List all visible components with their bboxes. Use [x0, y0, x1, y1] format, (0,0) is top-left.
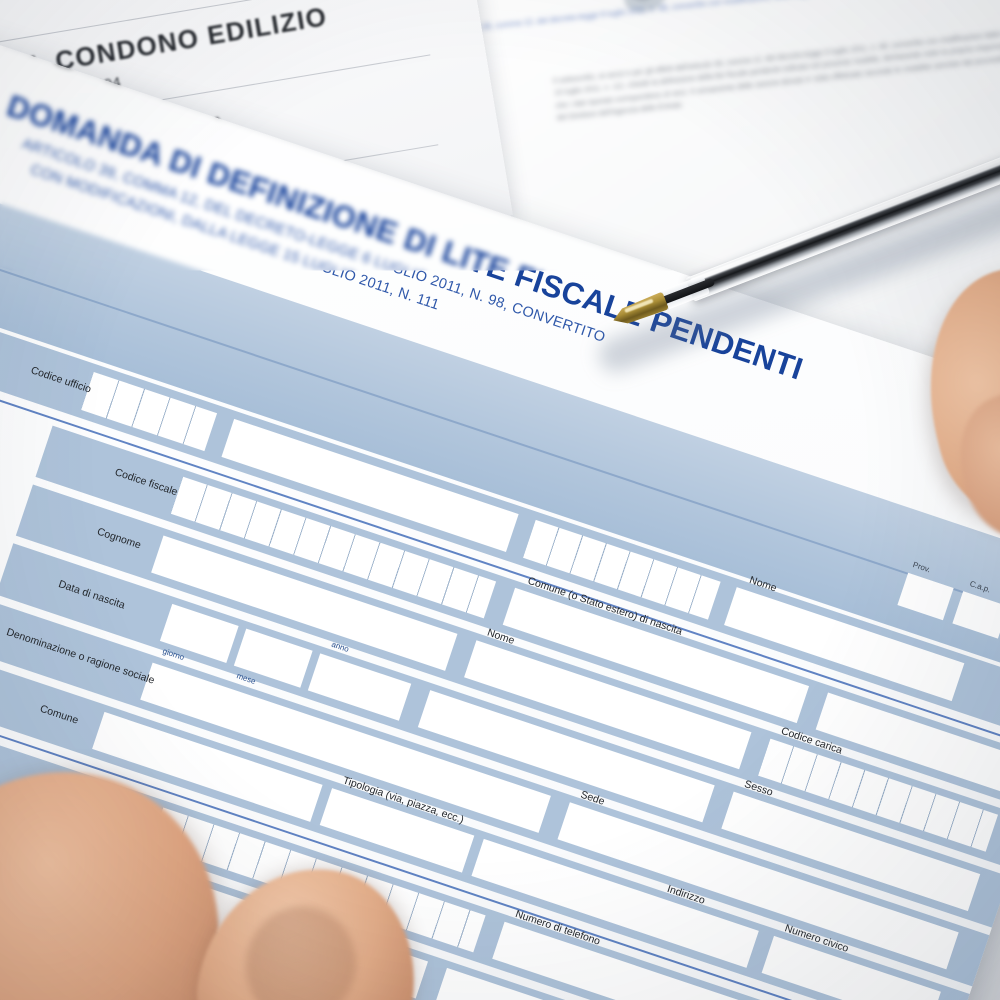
right-doc-subheading: Articolo 39, comma 12, del decreto-legge… — [452, 0, 890, 35]
right-doc-body: Il sottoscritto, ai sensi e per gli effe… — [552, 27, 1000, 123]
pen-tip-icon — [610, 291, 669, 329]
repubblica-italiana-emblem-icon — [0, 58, 5, 141]
